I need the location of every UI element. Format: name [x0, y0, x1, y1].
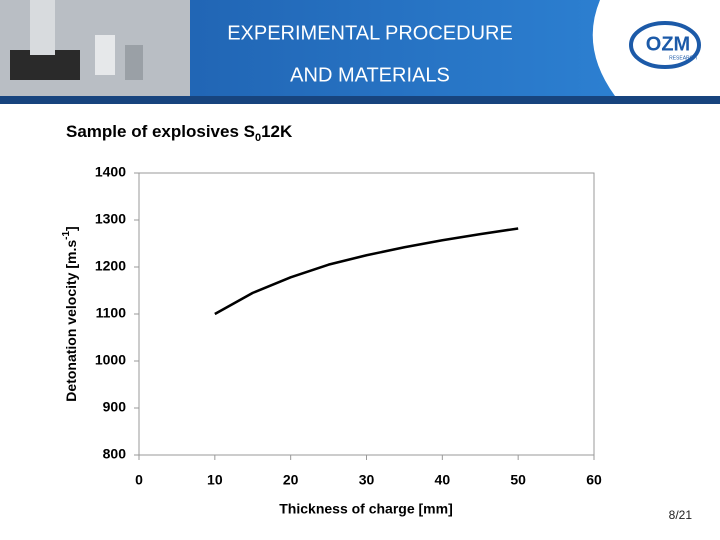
logo-ring — [629, 21, 701, 69]
y-tick-label: 1300 — [95, 211, 126, 227]
subtitle-rest: 12K — [261, 122, 293, 141]
x-tick-label: 20 — [283, 472, 299, 488]
y-tick-label: 1000 — [95, 352, 126, 368]
x-tick-label: 50 — [510, 472, 526, 488]
y-axis-label: Detonation velocity [m.s-1] — [61, 226, 79, 401]
x-tick-label: 40 — [435, 472, 451, 488]
y-tick-label: 800 — [103, 446, 127, 462]
header-strip — [0, 96, 720, 104]
photo-shape — [95, 35, 115, 75]
logo-subtext: RESEARCH — [669, 55, 697, 61]
logo-text: OZM — [646, 33, 690, 55]
y-tick-label: 900 — [103, 399, 127, 415]
x-tick-label: 30 — [359, 472, 375, 488]
slide-title: EXPERIMENTAL PROCEDURE — [227, 22, 513, 44]
photo-shape — [30, 0, 55, 55]
y-tick-label: 1200 — [95, 258, 126, 274]
header: OZM RESEARCH EXPERIMENTAL PROCEDURE AND … — [0, 0, 720, 104]
y-label-rest: ] — [63, 226, 79, 231]
x-tick-label: 10 — [207, 472, 223, 488]
y-tick-label: 1400 — [95, 164, 126, 180]
x-axis-label: Thickness of charge [mm] — [279, 501, 453, 517]
x-tick-label: 60 — [586, 472, 602, 488]
x-tick-label: 0 — [135, 472, 143, 488]
slide-title: AND MATERIALS — [290, 64, 450, 86]
photo-shape — [125, 45, 143, 80]
plot-area — [138, 172, 595, 456]
page-number: 8/21 — [669, 508, 693, 522]
y-label-text: Detonation velocity [m.s — [63, 240, 79, 402]
logo-area — [592, 0, 720, 96]
subtitle-subscript: 0 — [255, 132, 261, 144]
y-label-superscript: -1 — [61, 231, 72, 240]
y-tick-label: 1100 — [96, 305, 127, 321]
subtitle-text: Sample of explosives S — [66, 122, 255, 141]
data-line — [214, 227, 519, 316]
subtitle: Sample of explosives S012K — [66, 122, 293, 143]
